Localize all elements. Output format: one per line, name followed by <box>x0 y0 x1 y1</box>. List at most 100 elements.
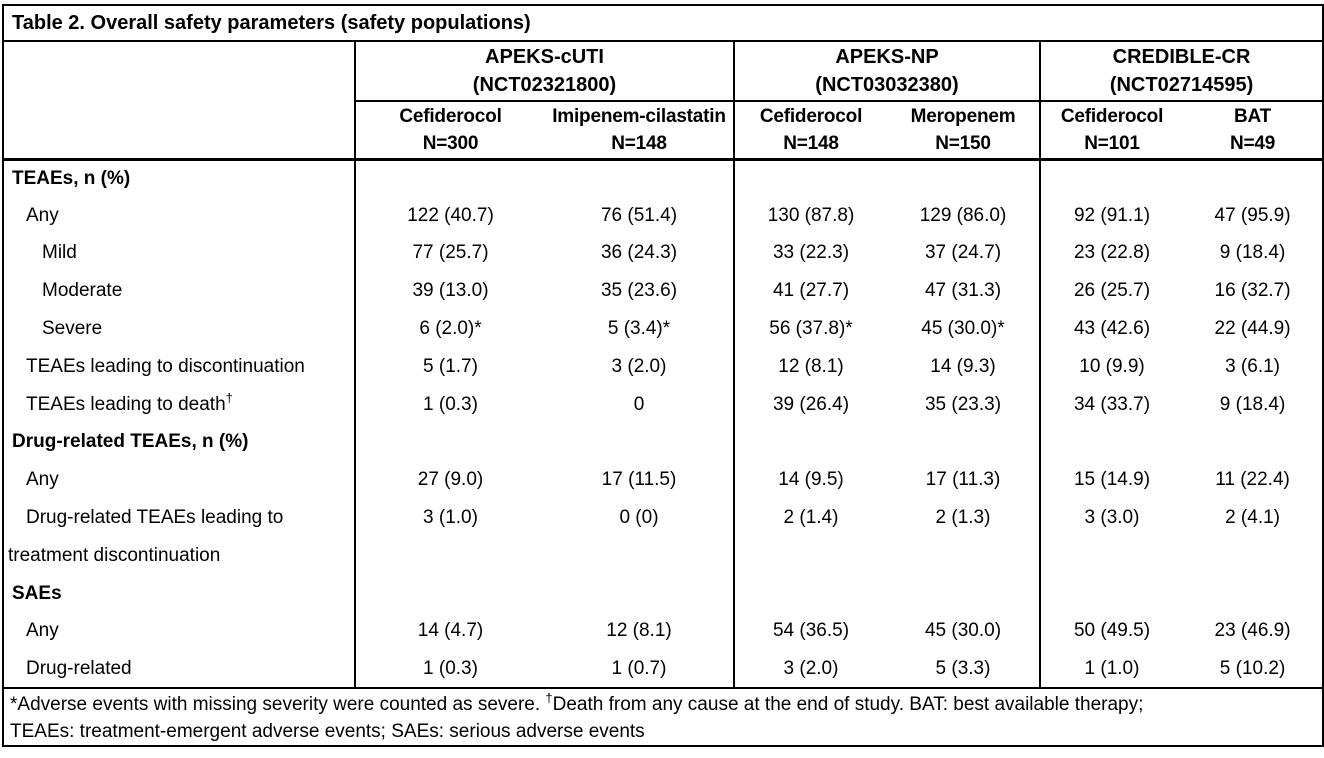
row-label-text: TEAEs leading to death <box>26 393 226 415</box>
cell-value <box>734 159 887 197</box>
table-row-saes-section: SAEs <box>3 574 1323 613</box>
cell-value: 129 (86.0) <box>887 196 1041 235</box>
cell-value <box>1183 159 1323 197</box>
study-header-apeks-np: APEKS-NP (NCT03032380) <box>734 41 1041 102</box>
cell-value <box>887 423 1041 462</box>
arm-header-meropenem: Meropenem N=150 <box>887 101 1041 161</box>
row-label: Drug-related <box>3 650 356 689</box>
arm-header-row: Cefiderocol N=300 Imipenem-cilastatin N=… <box>3 101 1324 161</box>
cell-value: 35 (23.3) <box>887 385 1041 424</box>
cell-value: 14 (4.7) <box>417 620 484 642</box>
cell-value: 43 (42.6) <box>1073 318 1151 340</box>
cell-value: 6 (2.0)* <box>419 318 482 340</box>
cell-value: 45 (30.0) <box>887 612 1041 651</box>
cell-value: 56 (37.8)* <box>769 318 853 340</box>
cell-value: 2 (1.4) <box>783 507 839 529</box>
footnote-row: *Adverse events with missing severity we… <box>3 687 1324 747</box>
row-label: Drug-related TEAEs, n (%) <box>3 423 356 462</box>
cell-value <box>887 159 1041 197</box>
safety-table: Table 2. Overall safety parameters (safe… <box>2 4 1324 748</box>
cell-value: 3 (1.0) <box>423 507 478 529</box>
cell-value: 5 (1.7) <box>423 355 478 377</box>
cell-value: 1 (0.3) <box>423 657 478 679</box>
cell-value: 5 (3.3) <box>887 650 1041 689</box>
row-label-continuation: treatment discontinuation <box>3 536 356 575</box>
cell-value <box>545 536 735 575</box>
table-row-label-wrap: treatment discontinuation <box>3 536 1323 575</box>
cell-value: 1 (0.7) <box>545 650 735 689</box>
arm-header-imipenem: Imipenem-cilastatin N=148 <box>545 101 735 161</box>
cell-value <box>734 424 887 462</box>
cell-value: 122 (40.7) <box>407 204 494 226</box>
study-nct: (NCT03032380) <box>815 74 959 96</box>
footnote: *Adverse events with missing severity we… <box>3 687 1324 747</box>
study-header-credible-cr: CREDIBLE-CR (NCT02714595) <box>1040 41 1324 102</box>
cell-value: 10 (9.9) <box>1079 355 1145 377</box>
cell-value: 9 (18.4) <box>1219 393 1286 415</box>
cell-value: 2 (4.1) <box>1225 507 1280 529</box>
study-name: CREDIBLE-CR <box>1112 46 1251 68</box>
footnote-text: Death from any cause at the end of study… <box>552 694 1144 716</box>
table-title: Table 2. Overall safety parameters (safe… <box>3 5 1324 42</box>
table-row-drugrelated-discontinuation: Drug-related TEAEs leading to 3 (1.0) 0 … <box>3 499 1323 537</box>
footnote-line1: *Adverse events with missing severity we… <box>10 691 1322 718</box>
cell-value: 17 (11.3) <box>887 461 1041 500</box>
arm-header-cefiderocol-cuti: Cefiderocol N=300 <box>355 101 545 161</box>
cell-value: 76 (51.4) <box>545 196 735 235</box>
cell-value: 37 (24.7) <box>887 234 1041 273</box>
study-name: APEKS-NP <box>835 46 939 68</box>
cell-value <box>734 537 887 575</box>
cell-value: 3 (6.1) <box>1225 355 1280 377</box>
cell-value: 50 (49.5) <box>1073 620 1151 642</box>
cell-value <box>355 537 545 575</box>
cell-value: 3 (3.0) <box>1084 507 1140 529</box>
row-label: TEAEs leading to discontinuation <box>3 347 356 386</box>
cell-value: 12 (8.1) <box>545 612 735 651</box>
cell-value: 15 (14.9) <box>1073 469 1151 491</box>
table-row-teaes-death: TEAEs leading to death† 1 (0.3) 0 39 (26… <box>3 385 1323 424</box>
table-row-teaes-any: Any 122 (40.7) 76 (51.4) 130 (87.8) 129 … <box>3 196 1323 235</box>
cell-value: 1 (1.0) <box>1084 657 1140 679</box>
dagger-superscript: † <box>225 390 233 406</box>
cell-value: 36 (24.3) <box>545 234 735 273</box>
cell-value: 14 (9.3) <box>887 347 1041 386</box>
arm-n: N=148 <box>783 132 839 154</box>
cell-value: 39 (13.0) <box>412 280 489 302</box>
row-label: SAEs <box>3 574 356 613</box>
cell-value <box>1183 575 1323 613</box>
cell-value: 0 (0) <box>545 499 735 537</box>
row-label: Any <box>3 196 356 235</box>
arm-header-cefiderocol-np: Cefiderocol N=148 <box>734 101 887 161</box>
cell-value <box>1040 424 1183 462</box>
footnote-line2: TEAEs: treatment-emergent adverse events… <box>10 721 645 743</box>
arm-drug: BAT <box>1234 105 1272 127</box>
cell-value <box>1040 537 1183 575</box>
cell-value <box>734 575 887 613</box>
table-row-saes-any: Any 14 (4.7) 12 (8.1) 54 (36.5) 45 (30.0… <box>3 612 1323 651</box>
row-label: TEAEs, n (%) <box>3 159 356 197</box>
cell-value: 33 (22.3) <box>772 242 850 264</box>
table-row-drugrelated-section: Drug-related TEAEs, n (%) <box>3 423 1323 462</box>
row-label: Severe <box>3 310 356 348</box>
cell-value <box>887 574 1041 613</box>
cell-value <box>355 159 545 197</box>
cell-value: 3 (2.0) <box>545 347 735 386</box>
arm-drug: Cefiderocol <box>759 105 863 127</box>
cell-value: 2 (1.3) <box>887 499 1041 537</box>
cell-value <box>355 424 545 462</box>
study-header-row: APEKS-cUTI (NCT02321800) APEKS-NP (NCT03… <box>3 41 1324 161</box>
cell-value <box>1183 424 1323 462</box>
row-label: Any <box>3 612 356 651</box>
row-label: Any <box>3 461 356 500</box>
cell-value: 34 (33.7) <box>1073 393 1151 415</box>
table-title-row: Table 2. Overall safety parameters (safe… <box>3 5 1324 42</box>
cell-value: 1 (0.3) <box>423 393 478 415</box>
footnote-text: *Adverse events with missing severity we… <box>10 694 546 716</box>
cell-value <box>355 575 545 613</box>
cell-value: 17 (11.5) <box>545 461 735 500</box>
arm-header-cefiderocol-cr: Cefiderocol N=101 <box>1040 101 1183 161</box>
arm-drug: Cefiderocol <box>1060 105 1164 127</box>
table-row-saes-drugrelated: Drug-related 1 (0.3) 1 (0.7) 3 (2.0) 5 (… <box>3 650 1323 689</box>
arm-header-bat: BAT N=49 <box>1183 101 1324 161</box>
cell-value: 11 (22.4) <box>1215 469 1290 491</box>
